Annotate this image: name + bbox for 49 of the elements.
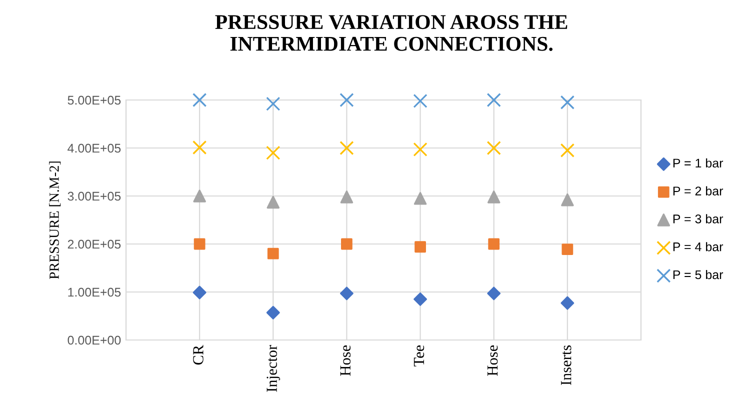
point (340, 140, 354, 156)
x-tick-label: Hose (488, 345, 498, 376)
point (266, 306, 280, 320)
point (561, 193, 574, 206)
point (414, 292, 428, 306)
y-tick-label: 2.00E+05 (68, 240, 121, 249)
point (193, 190, 206, 202)
point (266, 146, 280, 160)
point (413, 142, 428, 157)
chart-title: PRESSURE VARIATION AROSS THE INTERMIDIATE CONNECTIONS. (215, 15, 568, 51)
point (486, 92, 501, 108)
point (267, 248, 279, 260)
point (341, 238, 352, 250)
legend-label: P = 1 bar (673, 158, 724, 168)
point (486, 140, 501, 156)
x-tick-label: Injector (266, 344, 280, 392)
point (487, 190, 500, 204)
legend-label: P = 5 bar (673, 270, 724, 280)
x-tick-label: Hose (340, 345, 351, 376)
point (488, 238, 500, 250)
y-tick-label: 1.00E+05 (68, 288, 121, 297)
x-tick-label: Inserts (561, 345, 572, 386)
point (560, 296, 574, 310)
x-tick-label: CR (193, 344, 204, 365)
point (560, 143, 575, 158)
y-tick-label: 0.00E+00 (68, 336, 121, 345)
point (340, 190, 354, 204)
point (194, 238, 206, 250)
x-tick-label: Tee (414, 345, 424, 366)
legend-label: P = 4 bar (673, 242, 724, 252)
point (413, 94, 428, 108)
y-tick-label: 4.00E+05 (68, 144, 121, 153)
y-axis-title: PRESSURE [N.M-2] (49, 162, 61, 280)
point (192, 140, 207, 155)
point (414, 192, 427, 205)
legend-label: P = 2 bar (673, 186, 724, 196)
point (340, 286, 354, 300)
point (487, 286, 501, 300)
point (266, 196, 280, 209)
point (266, 96, 280, 111)
y-tick-label: 3.00E+05 (68, 192, 121, 201)
point (414, 241, 426, 253)
point (340, 92, 354, 108)
point (192, 286, 206, 300)
point (192, 92, 207, 108)
y-tick-label: 5.00E+05 (68, 96, 121, 105)
legend-label: P = 3 bar (673, 214, 724, 224)
point (560, 95, 575, 110)
point (562, 244, 574, 255)
